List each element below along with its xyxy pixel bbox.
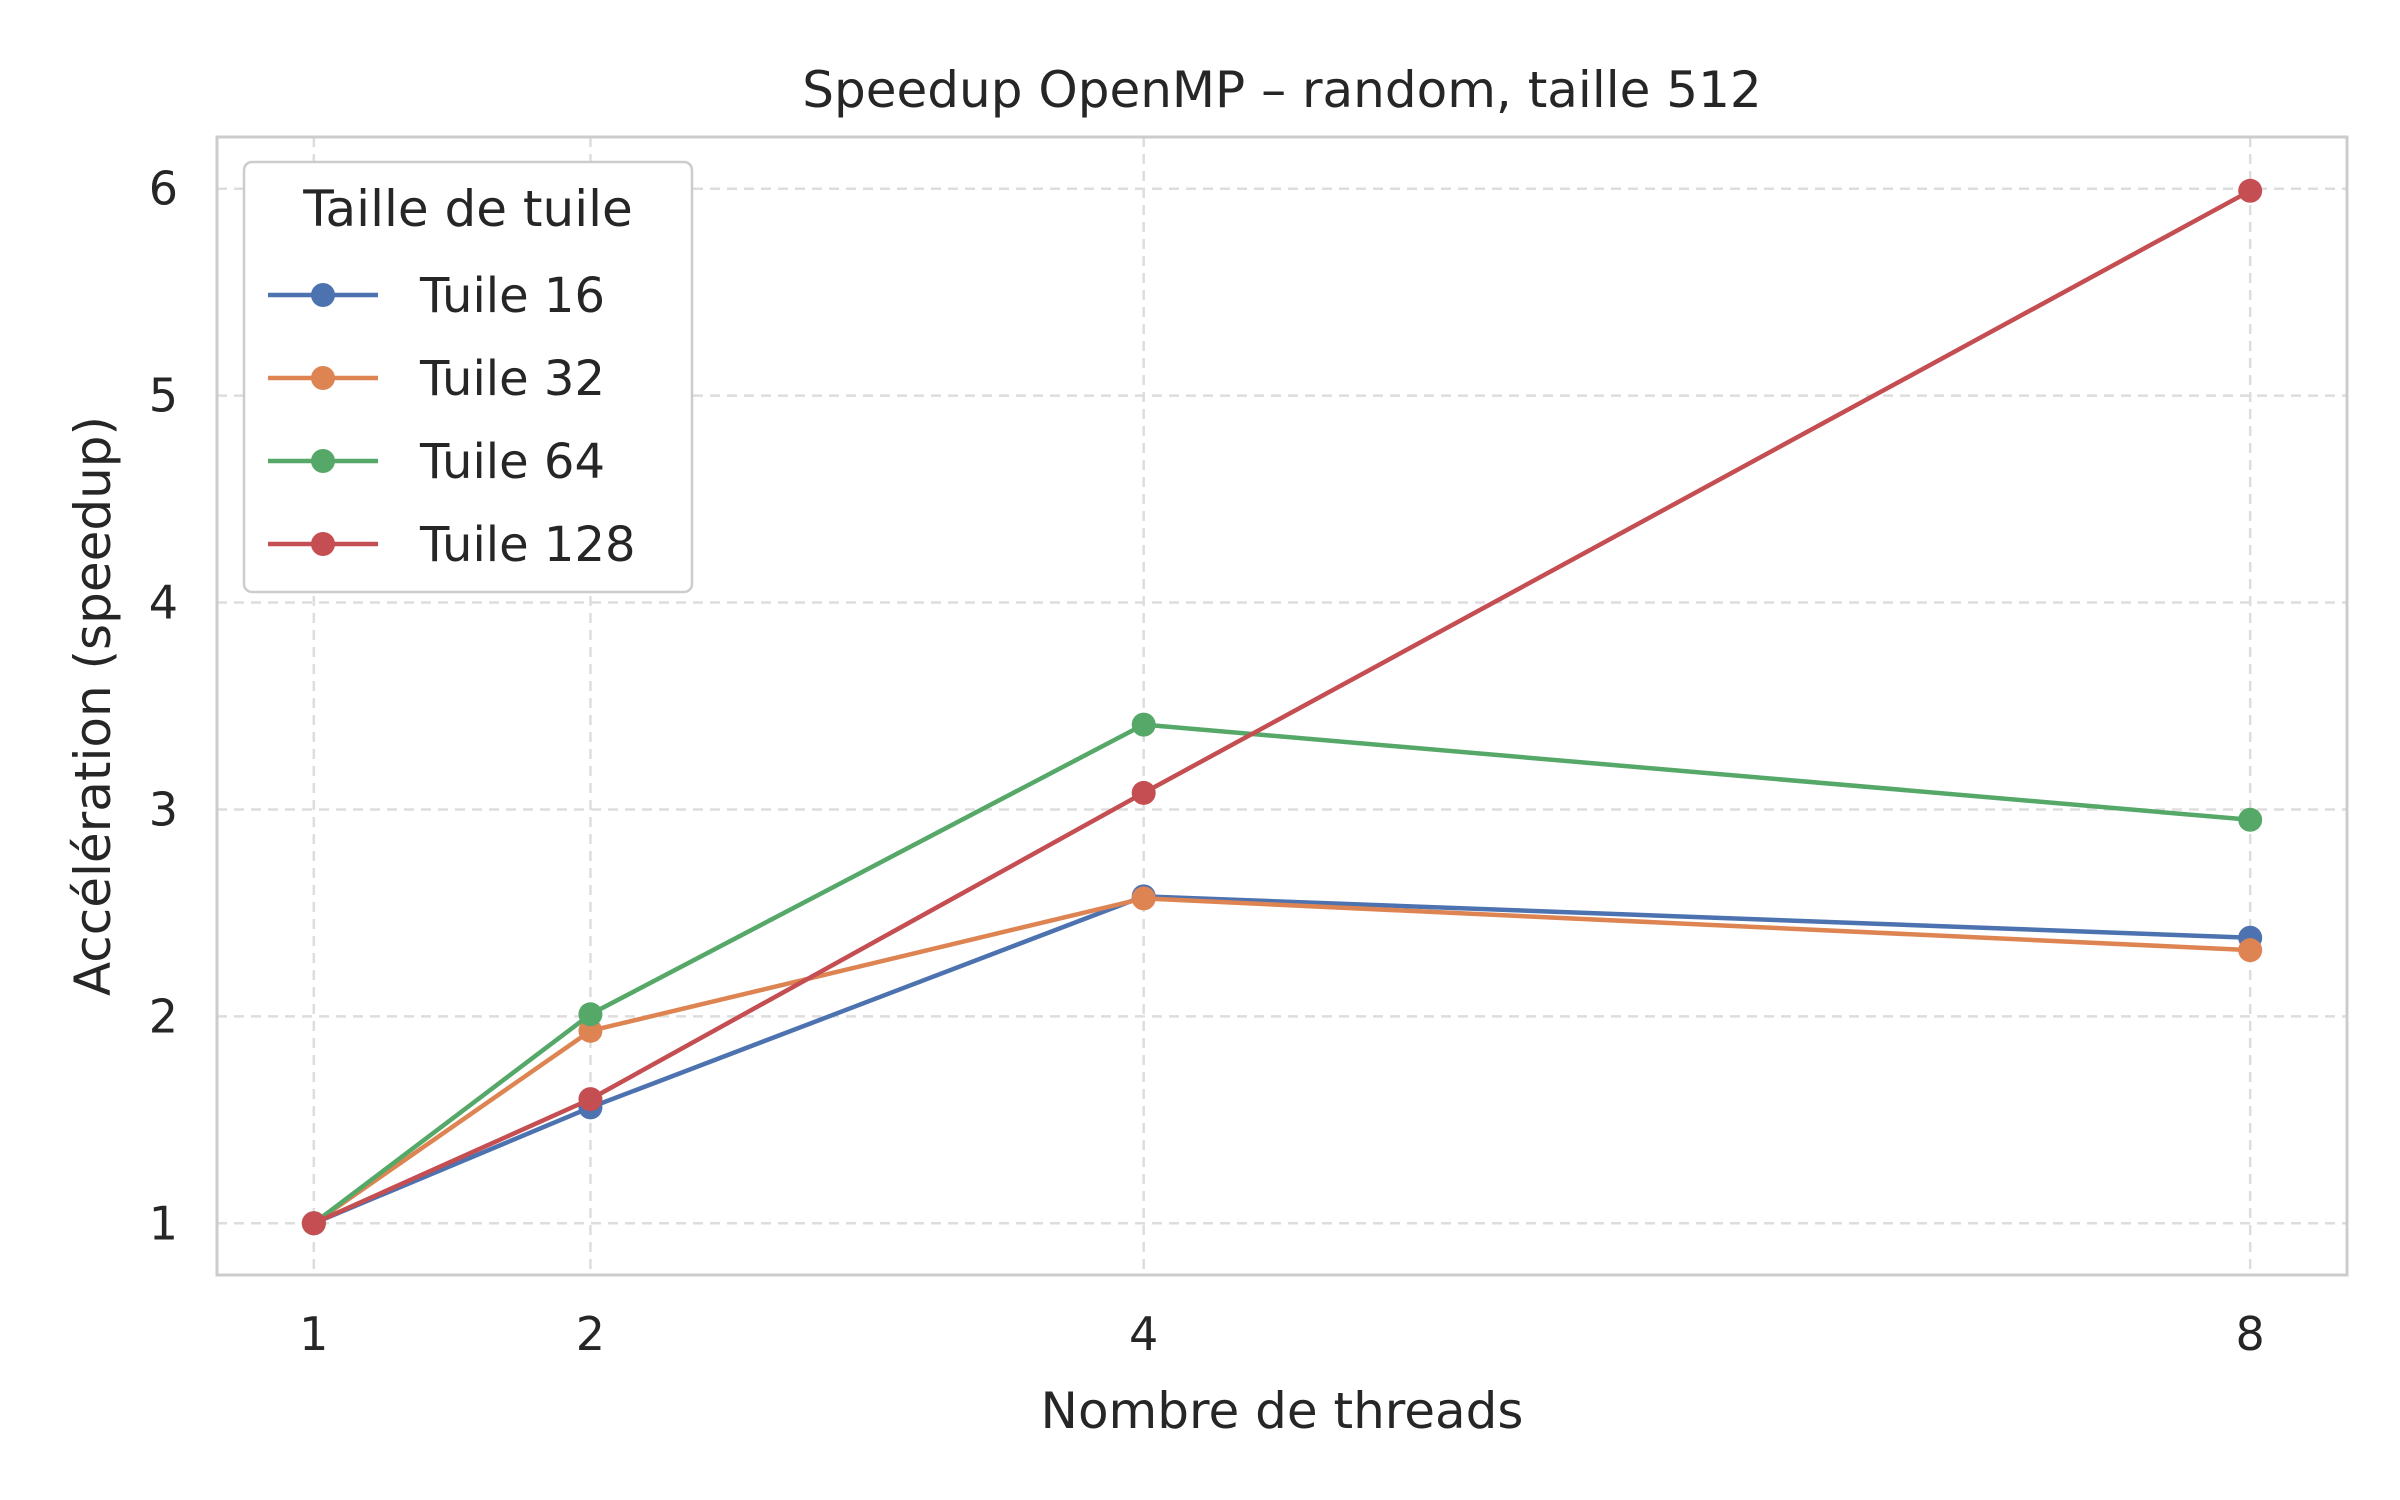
- x-tick-label: 2: [576, 1307, 605, 1361]
- legend-title: Taille de tuile: [302, 180, 632, 238]
- legend-item: Tuile 64: [268, 434, 605, 490]
- legend-marker: [311, 366, 335, 390]
- series-4: [301, 178, 2263, 1236]
- legend-marker: [311, 283, 335, 307]
- plot-frame: [215, 135, 2349, 1277]
- legend-item: Tuile 16: [268, 268, 605, 324]
- series-line: [312, 894, 2251, 1226]
- legend: Taille de tuile Tuile 16 Tuile 32 Tuile 64…: [242, 160, 694, 594]
- x-tick-label: 4: [1129, 1307, 1158, 1361]
- y-tick-label: 2: [149, 989, 178, 1043]
- x-tick-label: 1: [299, 1307, 328, 1361]
- legend-label: Tuile 32: [419, 351, 605, 407]
- y-tick-label: 1: [149, 1196, 178, 1250]
- data-point: [1131, 780, 1156, 805]
- data-point: [578, 1002, 603, 1027]
- series-line: [312, 896, 2251, 1226]
- y-axis-label: Accélération (speedup): [64, 416, 122, 996]
- y-tick-label: 3: [149, 782, 178, 836]
- data-point: [2238, 807, 2263, 832]
- x-axis-label: Nombre de threads: [1041, 1382, 1524, 1440]
- legend-box: [242, 160, 694, 594]
- data-point: [1131, 712, 1156, 737]
- x-tick-label: 8: [2236, 1307, 2265, 1361]
- data-point: [578, 1018, 603, 1043]
- legend-item: Tuile 128: [268, 517, 636, 573]
- y-tick-label: 4: [149, 576, 178, 630]
- data-point: [1131, 886, 1156, 911]
- y-tick-label: 6: [149, 162, 178, 216]
- legend-items: Tuile 16 Tuile 32 Tuile 64 Tuile 128: [268, 268, 636, 573]
- data-point: [2238, 178, 2263, 203]
- legend-label: Tuile 64: [419, 434, 605, 490]
- y-tick-label: 5: [149, 369, 178, 423]
- data-point: [578, 1087, 603, 1112]
- data-point: [2238, 938, 2263, 963]
- legend-marker: [311, 449, 335, 473]
- series-line: [312, 188, 2252, 1226]
- legend-label: Tuile 16: [419, 268, 605, 324]
- legend-label: Tuile 128: [419, 517, 636, 573]
- legend-item: Tuile 32: [268, 351, 605, 407]
- series-line: [312, 722, 2251, 1226]
- chart-title: Speedup OpenMP – random, taille 512: [802, 61, 1761, 119]
- series-group: [301, 178, 2263, 1236]
- legend-marker: [311, 532, 335, 556]
- data-point: [301, 1211, 326, 1236]
